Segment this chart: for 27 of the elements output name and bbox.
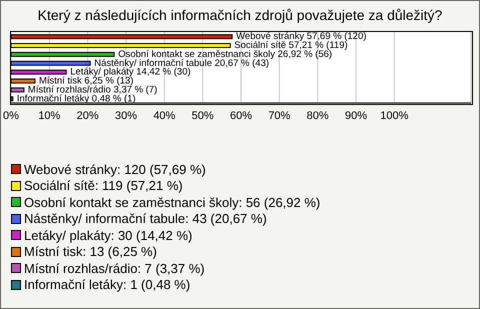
x-tick-label: 10% xyxy=(38,110,61,122)
legend-label: Letáky/ plakáty: 30 (14,42 %) xyxy=(24,228,192,243)
legend-label: Místní rozhlas/rádio: 7 (3,37 %) xyxy=(24,260,205,276)
chart-title: Který z následujících informačních zdrojů považujete za důležitý? xyxy=(36,7,444,23)
legend-label: Místní tisk: 13 (6,25 %) xyxy=(24,244,157,260)
x-tick-label: 20% xyxy=(76,110,99,122)
data-label: Nástěnky/ informační tabule 20,67 % (43) xyxy=(94,58,270,69)
legend-label: Sociální sítě: 119 (57,21 %) xyxy=(24,178,183,194)
data-label: Webové stránky 57,69 % (120) xyxy=(236,31,366,42)
legend-label: Osobní kontakt se zaměstnanci školy: 56 (26,92 %) xyxy=(24,194,320,210)
x-tick-label: 30% xyxy=(114,110,138,122)
x-tick-label: 90% xyxy=(344,110,368,122)
x-tick-label: 40% xyxy=(153,110,176,122)
data-label: Sociální sítě 57,21 % (119) xyxy=(234,40,348,52)
x-tick-label: 100% xyxy=(380,110,409,122)
data-label: Místní tisk 6,25 % (13) xyxy=(38,76,134,87)
x-tick-label: 80% xyxy=(306,110,329,122)
legend-label: Informační letáky: 1 (0,48 %) xyxy=(24,277,190,292)
data-label: Letáky/ plakáty 14,42 % (30) xyxy=(70,66,191,78)
x-tick-label: 60% xyxy=(230,110,252,122)
x-tick-label: 70% xyxy=(268,110,291,122)
legend-label: Webové stránky: 120 (57,69 %) xyxy=(24,162,206,177)
x-tick-label: 50% xyxy=(192,110,214,122)
x-tick-label: 0% xyxy=(3,110,20,122)
data-label: Osobní kontakt se zaměstnanci školy 26,92 % (56) xyxy=(118,48,332,60)
data-label: Místní rozhlas/rádio 3,37 % (7) xyxy=(28,84,158,96)
legend-label: Nástěnky/ informační tabule: 43 (20,67 %) xyxy=(24,211,267,226)
